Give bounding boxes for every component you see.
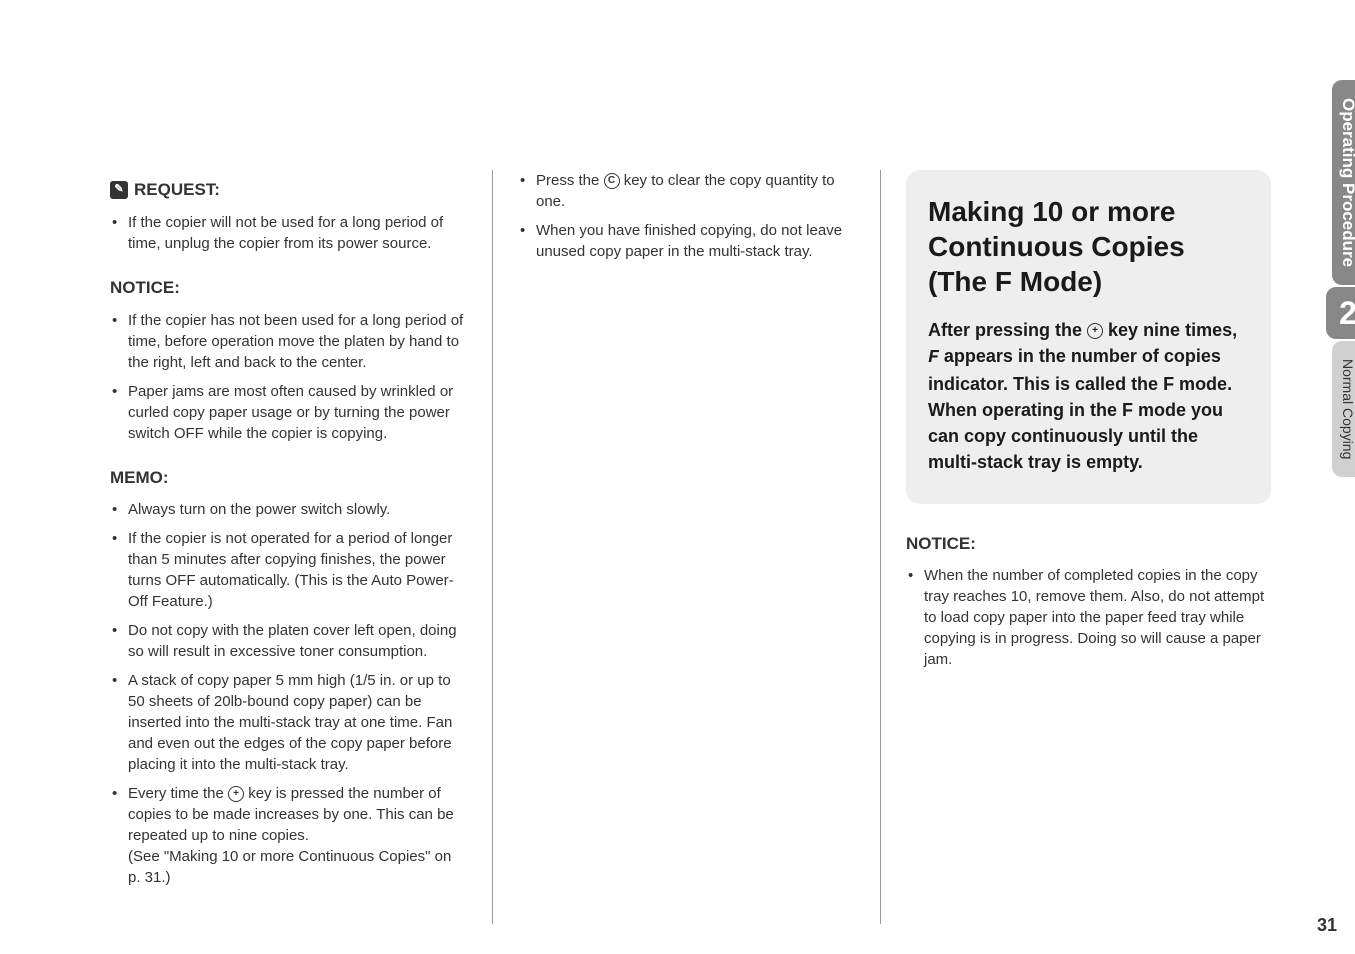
text-fragment: (See "Making 10 or more Continuous Copie… — [128, 848, 451, 886]
list-item: If the copier will not be used for a lon… — [110, 212, 467, 254]
list-item: Paper jams are most often caused by wrin… — [110, 381, 467, 444]
notice-list: If the copier has not been used for a lo… — [110, 310, 467, 444]
request-list: If the copier will not be used for a lon… — [110, 212, 467, 254]
text-fragment: appears in the number of copies indicato… — [928, 346, 1232, 472]
request-icon: ✎ — [110, 181, 128, 199]
request-heading: ✎ REQUEST: — [110, 178, 467, 202]
tab-chapter-number: 2 — [1326, 287, 1355, 339]
f-glyph-icon: F — [928, 348, 939, 368]
notice-heading: NOTICE: — [110, 276, 467, 300]
tab-operating-procedure: Operating Procedure — [1332, 80, 1355, 285]
notice-heading-col3: NOTICE: — [906, 532, 1271, 556]
list-item: When the number of completed copies in t… — [906, 565, 1271, 670]
list-item: A stack of copy paper 5 mm high (1/5 in.… — [110, 670, 467, 775]
tab-normal-copying: Normal Copying — [1332, 341, 1355, 477]
text-fragment: After pressing the — [928, 320, 1087, 340]
subtitle: After pressing the + key nine times, F a… — [928, 317, 1249, 476]
plus-key-icon: + — [1087, 323, 1103, 339]
list-item: Do not copy with the platen cover left o… — [110, 620, 467, 662]
text-fragment: Press the — [536, 172, 604, 189]
list-item: Every time the + key is pressed the numb… — [110, 783, 467, 888]
page-number: 31 — [1317, 915, 1337, 936]
text-fragment: key nine times, — [1103, 320, 1237, 340]
col2-list: Press the C key to clear the copy quanti… — [518, 170, 855, 262]
sidebar-tabs: Operating Procedure 2 Normal Copying — [1326, 0, 1355, 954]
list-item: Always turn on the power switch slowly. — [110, 499, 467, 520]
main-title: Making 10 or more Continuous Copies (The… — [928, 194, 1249, 299]
column-2: Press the C key to clear the copy quanti… — [493, 170, 881, 924]
list-item: Press the C key to clear the copy quanti… — [518, 170, 855, 212]
page-content: ✎ REQUEST: If the copier will not be use… — [0, 0, 1326, 954]
list-item: If the copier is not operated for a peri… — [110, 528, 467, 612]
memo-list: Always turn on the power switch slowly. … — [110, 499, 467, 888]
title-box: Making 10 or more Continuous Copies (The… — [906, 170, 1271, 504]
list-item: If the copier has not been used for a lo… — [110, 310, 467, 373]
text-fragment: Every time the — [128, 785, 228, 802]
notice-list-col3: When the number of completed copies in t… — [906, 565, 1271, 670]
plus-key-icon: + — [228, 786, 244, 802]
request-label: REQUEST: — [134, 178, 220, 202]
column-1: ✎ REQUEST: If the copier will not be use… — [85, 170, 493, 924]
column-3: Making 10 or more Continuous Copies (The… — [881, 170, 1296, 924]
memo-heading: MEMO: — [110, 466, 467, 490]
clear-key-icon: C — [604, 173, 620, 189]
list-item: When you have finished copying, do not l… — [518, 220, 855, 262]
